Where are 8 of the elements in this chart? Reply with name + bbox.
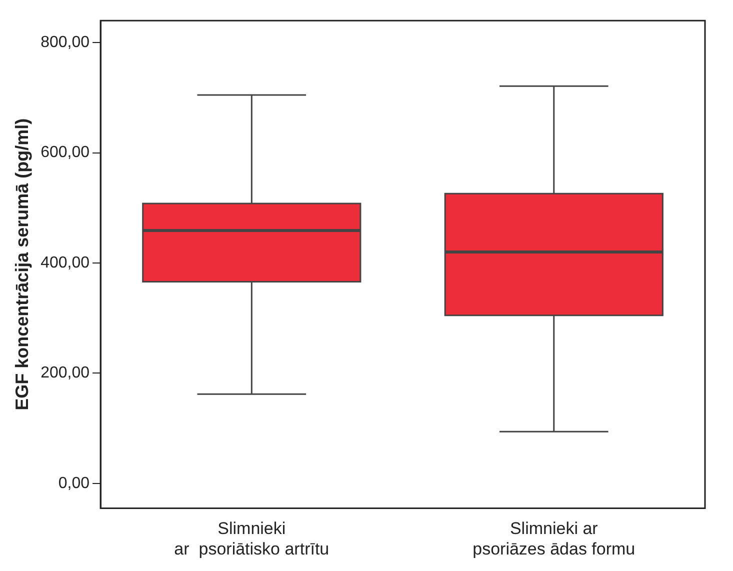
y-tick-label: 600,00: [40, 144, 90, 162]
y-axis-title: EGF koncentrācija serumā (pg/ml): [12, 118, 32, 410]
y-tick-label: 800,00: [40, 34, 90, 52]
y-tick-label: 0,00: [58, 474, 90, 492]
y-tick-label: 400,00: [40, 254, 90, 272]
x-tick-label: Slimnieki ar psoriātisko artrītu: [174, 519, 330, 558]
y-tick-label: 200,00: [40, 364, 90, 382]
x-tick-label: Slimnieki ar psoriāzes ādas formu: [472, 519, 636, 558]
